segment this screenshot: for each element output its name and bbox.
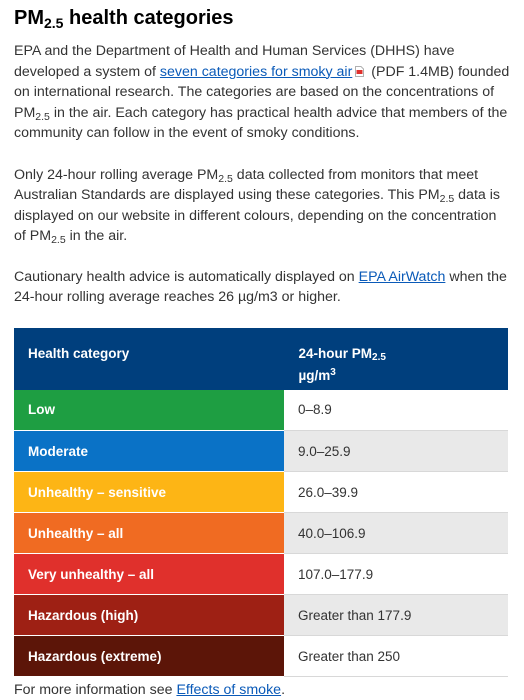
health-categories-table: Health category 24-hour PM2.5 µg/m3 Low 0–… [14,327,508,677]
table-row: Hazardous (high) Greater than 177.9 [14,594,508,636]
value-cell: Greater than 250 [284,635,508,677]
seven-categories-link[interactable]: seven categories for smoky air [159,63,353,80]
table-row: Unhealthy – sensitive 26.0–39.9 [14,471,508,513]
title-suffix: health categories [63,7,234,29]
value-cell: 40.0–106.9 [284,512,508,554]
header-pm-value: 24-hour PM2.5 µg/m3 [284,327,508,390]
value-cell: 0–8.9 [284,389,508,431]
footer-note: For more information see Effects of smok… [14,682,286,698]
page-title: PM2.5 health categories [14,0,510,36]
advice-paragraph: Cautionary health advice is automaticall… [14,268,507,306]
value-cell: 9.0–25.9 [284,430,508,472]
table-row: Unhealthy – all 40.0–106.9 [14,512,508,554]
title-subscript: 2.5 [44,15,64,31]
table-row: Moderate 9.0–25.9 [14,430,508,472]
title-prefix: PM [14,7,44,29]
table-body: Low 0–8.9 Moderate 9.0–25.9 Unhealthy – sens… [14,389,508,677]
category-cell: Moderate [14,430,284,472]
category-cell: Low [14,389,284,431]
standards-paragraph: Only 24-hour rolling average PM2.5 data … [14,166,500,246]
pdf-icon [355,65,365,77]
intro-paragraph: EPA and the Department of Health and Hum… [14,43,510,141]
table-header-row: Health category 24-hour PM2.5 µg/m3 [14,327,508,390]
epa-airwatch-link[interactable]: EPA AirWatch [358,268,446,285]
effects-of-smoke-link[interactable]: Effects of smoke [176,682,282,698]
table-row: Very unhealthy – all 107.0–177.9 [14,553,508,595]
category-cell: Hazardous (extreme) [14,635,284,677]
header-health-category: Health category [14,327,285,390]
table-row: Low 0–8.9 [14,389,508,431]
value-cell: 26.0–39.9 [284,471,508,513]
category-cell: Unhealthy – all [14,512,284,554]
category-cell: Hazardous (high) [14,594,284,636]
category-cell: Unhealthy – sensitive [14,471,284,513]
table-row: Hazardous (extreme) Greater than 250 [14,635,508,677]
category-cell: Very unhealthy – all [14,553,284,595]
value-cell: Greater than 177.9 [284,594,508,636]
value-cell: 107.0–177.9 [284,553,508,595]
